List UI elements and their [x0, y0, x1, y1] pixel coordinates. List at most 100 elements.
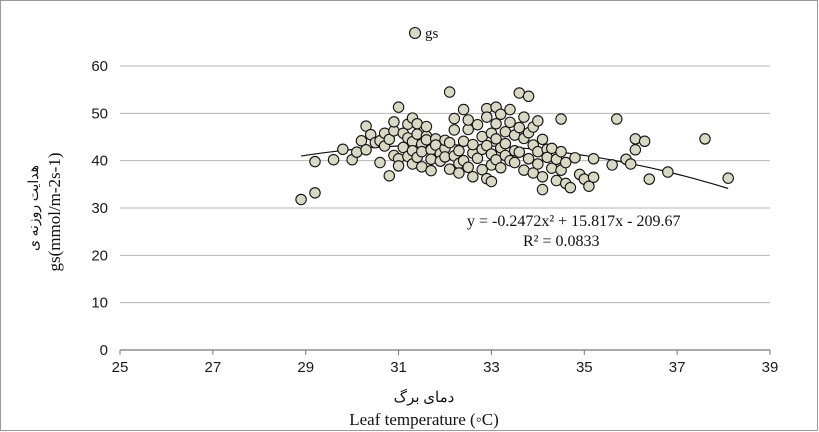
- x-tick-label: 39: [762, 359, 779, 376]
- data-point: [448, 112, 461, 125]
- data-point: [467, 138, 479, 151]
- data-point: [536, 133, 549, 146]
- data-point: [536, 183, 549, 196]
- data-point: [522, 153, 535, 165]
- y-tick-label: 30: [91, 200, 108, 217]
- data-point: [481, 111, 493, 123]
- data-point: [518, 111, 530, 123]
- y-tick-label: 20: [91, 247, 108, 264]
- data-point: [443, 86, 456, 98]
- trendline-r-squared: R² = 0.0833: [523, 233, 600, 250]
- data-point: [374, 156, 386, 169]
- data-point: [513, 146, 526, 158]
- data-point: [448, 124, 461, 136]
- data-point: [392, 160, 405, 172]
- data-point: [522, 90, 535, 103]
- x-tick-label: 25: [112, 359, 129, 376]
- x-tick-label: 35: [576, 359, 593, 376]
- data-point: [457, 103, 470, 116]
- data-point: [309, 187, 321, 199]
- data-point: [485, 175, 498, 188]
- data-point: [532, 115, 544, 127]
- data-point: [494, 108, 507, 121]
- data-point: [476, 163, 488, 176]
- data-point: [351, 146, 363, 158]
- trendline-equation: y = -0.2472x² + 15.817x - 209.67: [467, 213, 681, 230]
- data-point: [606, 159, 618, 171]
- data-point: [611, 113, 623, 125]
- data-point: [327, 153, 340, 166]
- data-point: [624, 158, 637, 170]
- data-point: [638, 135, 651, 148]
- data-point: [453, 167, 465, 179]
- data-point: [499, 137, 512, 150]
- x-axis-label-fa: دمای برگ: [394, 388, 455, 406]
- data-point: [360, 144, 372, 156]
- x-tick-label: 27: [205, 359, 222, 376]
- data-point: [508, 156, 521, 169]
- data-point: [559, 156, 572, 169]
- y-tick-label: 0: [100, 342, 108, 359]
- y-tick-label: 10: [91, 295, 108, 312]
- data-point: [532, 158, 544, 170]
- y-tick-label: 50: [91, 105, 108, 122]
- data-point: [471, 118, 484, 131]
- data-point: [643, 173, 656, 185]
- data-point: [443, 136, 456, 149]
- data-point: [504, 103, 516, 116]
- data-point: [564, 181, 577, 194]
- data-point: [504, 116, 516, 129]
- data-point: [416, 145, 428, 158]
- data-point: [536, 171, 549, 183]
- x-tick-label: 33: [483, 359, 500, 376]
- data-point: [471, 152, 484, 165]
- data-point: [425, 153, 437, 165]
- data-point: [629, 144, 642, 156]
- data-point: [532, 145, 544, 158]
- data-points: [295, 86, 734, 206]
- gridlines: [120, 65, 770, 304]
- data-point: [494, 162, 507, 174]
- axis-labels: gs دمای برگ Leaf temperature (◦C) هدایت …: [27, 26, 681, 429]
- y-tick-label: 40: [91, 153, 108, 170]
- x-tick-label: 29: [297, 359, 314, 376]
- data-point: [462, 161, 474, 174]
- data-point: [462, 114, 474, 126]
- data-point: [309, 155, 321, 168]
- data-point: [699, 133, 711, 145]
- legend-label: gs: [425, 26, 439, 42]
- data-point: [629, 133, 642, 145]
- x-tick-label: 31: [390, 359, 407, 376]
- data-point: [383, 170, 396, 182]
- data-point: [587, 171, 600, 183]
- data-point: [722, 172, 734, 184]
- data-point: [337, 143, 349, 156]
- data-point: [662, 166, 674, 178]
- data-point: [453, 144, 465, 157]
- x-tick-label: 37: [669, 359, 686, 376]
- data-point: [583, 180, 595, 192]
- data-point: [587, 153, 600, 165]
- y-axis-label-en: gs(mmol/m-2s-1): [45, 153, 64, 272]
- data-point: [462, 123, 474, 136]
- data-point: [467, 171, 479, 183]
- data-point: [425, 164, 437, 177]
- y-axis-label-fa: هدایت روزنه ی: [27, 165, 42, 251]
- data-point: [388, 116, 400, 128]
- data-point: [392, 101, 405, 113]
- data-point: [513, 121, 526, 134]
- legend-marker: [408, 26, 422, 40]
- data-point: [490, 117, 502, 130]
- axes: 0 10 20 30 40 50 60 25 27 29 31 33 35 37 39: [91, 58, 778, 376]
- data-point: [569, 152, 581, 164]
- data-point: [295, 193, 307, 206]
- data-point: [411, 128, 423, 140]
- data-point: [420, 120, 433, 133]
- data-point: [355, 135, 368, 147]
- data-point: [555, 145, 567, 158]
- data-point: [555, 113, 567, 125]
- y-tick-label: 60: [91, 58, 108, 75]
- data-point: [490, 133, 502, 145]
